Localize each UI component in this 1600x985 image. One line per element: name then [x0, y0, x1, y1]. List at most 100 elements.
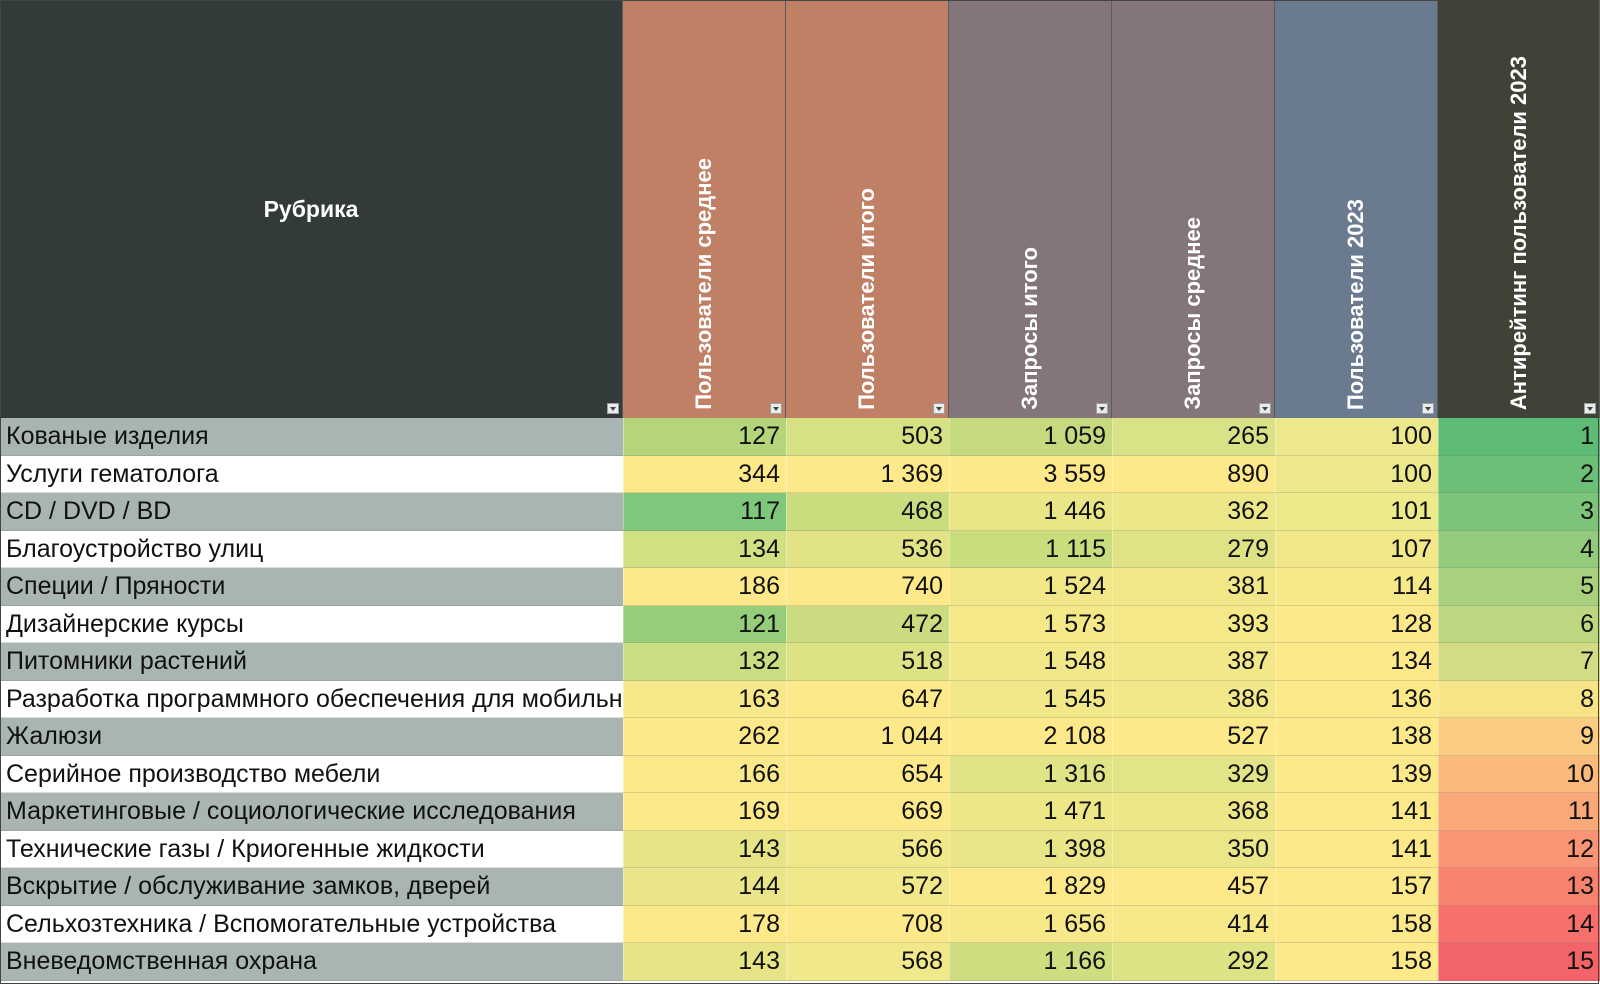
cell-antirating[interactable]: 7	[1438, 643, 1600, 681]
cell-users-total[interactable]: 536	[786, 530, 949, 568]
cell-users-total[interactable]: 669	[786, 793, 949, 831]
cell-antirating[interactable]: 1	[1438, 418, 1600, 456]
cell-antirating[interactable]: 12	[1438, 830, 1600, 868]
filter-dropdown-icon[interactable]	[1096, 403, 1108, 414]
cell-requests-total[interactable]: 3 559	[949, 455, 1112, 493]
cell-users-avg[interactable]: 169	[623, 793, 786, 831]
cell-rubric[interactable]: Питомники растений	[0, 643, 623, 681]
cell-requests-avg[interactable]: 414	[1112, 905, 1275, 943]
cell-users-2023[interactable]: 158	[1275, 905, 1438, 943]
column-header-requests-total[interactable]: Запросы итого	[949, 0, 1112, 418]
cell-requests-avg[interactable]: 527	[1112, 718, 1275, 756]
cell-users-2023[interactable]: 136	[1275, 680, 1438, 718]
cell-users-total[interactable]: 572	[786, 868, 949, 906]
cell-rubric[interactable]: Услуги гематолога	[0, 455, 623, 493]
cell-users-2023[interactable]: 158	[1275, 943, 1438, 981]
cell-requests-avg[interactable]: 292	[1112, 943, 1275, 981]
cell-requests-avg[interactable]: 362	[1112, 493, 1275, 531]
filter-dropdown-icon[interactable]	[933, 403, 945, 414]
cell-rubric[interactable]: Специи / Пряности	[0, 568, 623, 606]
cell-rubric[interactable]: Серийное производство мебели	[0, 755, 623, 793]
cell-requests-avg[interactable]: 387	[1112, 643, 1275, 681]
cell-requests-total[interactable]: 1 524	[949, 568, 1112, 606]
cell-users-total[interactable]: 472	[786, 605, 949, 643]
cell-requests-total[interactable]: 1 059	[949, 418, 1112, 456]
cell-requests-avg[interactable]: 381	[1112, 568, 1275, 606]
column-header-users-avg[interactable]: Пользователи среднее	[623, 0, 786, 418]
cell-users-total[interactable]: 654	[786, 755, 949, 793]
cell-users-avg[interactable]: 178	[623, 905, 786, 943]
filter-dropdown-icon[interactable]	[770, 403, 782, 414]
cell-antirating[interactable]: 10	[1438, 755, 1600, 793]
cell-requests-avg[interactable]: 890	[1112, 455, 1275, 493]
cell-users-avg[interactable]: 344	[623, 455, 786, 493]
cell-antirating[interactable]: 9	[1438, 718, 1600, 756]
cell-users-avg[interactable]: 121	[623, 605, 786, 643]
cell-requests-total[interactable]: 1 656	[949, 905, 1112, 943]
cell-rubric[interactable]: Сельхозтехника / Вспомогательные устройс…	[0, 905, 623, 943]
column-header-users-2023[interactable]: Пользователи 2023	[1275, 0, 1438, 418]
cell-users-total[interactable]: 708	[786, 905, 949, 943]
cell-requests-avg[interactable]: 279	[1112, 530, 1275, 568]
cell-requests-avg[interactable]: 265	[1112, 418, 1275, 456]
cell-users-total[interactable]: 468	[786, 493, 949, 531]
cell-antirating[interactable]: 8	[1438, 680, 1600, 718]
cell-users-2023[interactable]: 101	[1275, 493, 1438, 531]
cell-requests-avg[interactable]: 386	[1112, 680, 1275, 718]
cell-users-2023[interactable]: 138	[1275, 718, 1438, 756]
cell-users-2023[interactable]: 114	[1275, 568, 1438, 606]
cell-requests-avg[interactable]: 329	[1112, 755, 1275, 793]
cell-requests-total[interactable]: 1 446	[949, 493, 1112, 531]
cell-rubric[interactable]: Кованые изделия	[0, 418, 623, 456]
cell-requests-avg[interactable]: 368	[1112, 793, 1275, 831]
cell-antirating[interactable]: 13	[1438, 868, 1600, 906]
column-header-antirating[interactable]: Антирейтинг пользователи 2023	[1438, 0, 1600, 418]
cell-antirating[interactable]: 2	[1438, 455, 1600, 493]
cell-antirating[interactable]: 3	[1438, 493, 1600, 531]
cell-users-total[interactable]: 1 369	[786, 455, 949, 493]
cell-users-2023[interactable]: 139	[1275, 755, 1438, 793]
cell-rubric[interactable]: Вневедомственная охрана	[0, 943, 623, 981]
cell-users-avg[interactable]: 262	[623, 718, 786, 756]
cell-rubric[interactable]: Технические газы / Криогенные жидкости	[0, 830, 623, 868]
cell-users-avg[interactable]: 127	[623, 418, 786, 456]
cell-requests-total[interactable]: 2 108	[949, 718, 1112, 756]
cell-users-2023[interactable]: 128	[1275, 605, 1438, 643]
cell-requests-avg[interactable]: 350	[1112, 830, 1275, 868]
cell-requests-avg[interactable]: 457	[1112, 868, 1275, 906]
cell-users-total[interactable]: 740	[786, 568, 949, 606]
column-header-users-total[interactable]: Пользователи итого	[786, 0, 949, 418]
filter-dropdown-icon[interactable]	[607, 403, 619, 414]
cell-users-avg[interactable]: 186	[623, 568, 786, 606]
cell-users-avg[interactable]: 132	[623, 643, 786, 681]
cell-users-total[interactable]: 568	[786, 943, 949, 981]
cell-users-total[interactable]: 566	[786, 830, 949, 868]
cell-users-2023[interactable]: 107	[1275, 530, 1438, 568]
cell-requests-total[interactable]: 1 573	[949, 605, 1112, 643]
cell-antirating[interactable]: 4	[1438, 530, 1600, 568]
cell-users-2023[interactable]: 141	[1275, 793, 1438, 831]
cell-users-avg[interactable]: 144	[623, 868, 786, 906]
cell-requests-avg[interactable]: 393	[1112, 605, 1275, 643]
cell-users-total[interactable]: 518	[786, 643, 949, 681]
cell-users-2023[interactable]: 100	[1275, 455, 1438, 493]
cell-antirating[interactable]: 5	[1438, 568, 1600, 606]
cell-users-avg[interactable]: 143	[623, 943, 786, 981]
cell-users-2023[interactable]: 134	[1275, 643, 1438, 681]
cell-users-2023[interactable]: 157	[1275, 868, 1438, 906]
cell-users-avg[interactable]: 163	[623, 680, 786, 718]
cell-requests-total[interactable]: 1 471	[949, 793, 1112, 831]
cell-users-2023[interactable]: 141	[1275, 830, 1438, 868]
cell-users-avg[interactable]: 117	[623, 493, 786, 531]
column-header-requests-avg[interactable]: Запросы среднее	[1112, 0, 1275, 418]
filter-dropdown-icon[interactable]	[1259, 403, 1271, 414]
cell-antirating[interactable]: 14	[1438, 905, 1600, 943]
cell-rubric[interactable]: Благоустройство улиц	[0, 530, 623, 568]
cell-rubric[interactable]: CD / DVD / BD	[0, 493, 623, 531]
cell-requests-total[interactable]: 1 548	[949, 643, 1112, 681]
cell-requests-total[interactable]: 1 545	[949, 680, 1112, 718]
cell-users-total[interactable]: 1 044	[786, 718, 949, 756]
cell-rubric[interactable]: Вскрытие / обслуживание замков, дверей	[0, 868, 623, 906]
cell-antirating[interactable]: 6	[1438, 605, 1600, 643]
cell-users-avg[interactable]: 134	[623, 530, 786, 568]
